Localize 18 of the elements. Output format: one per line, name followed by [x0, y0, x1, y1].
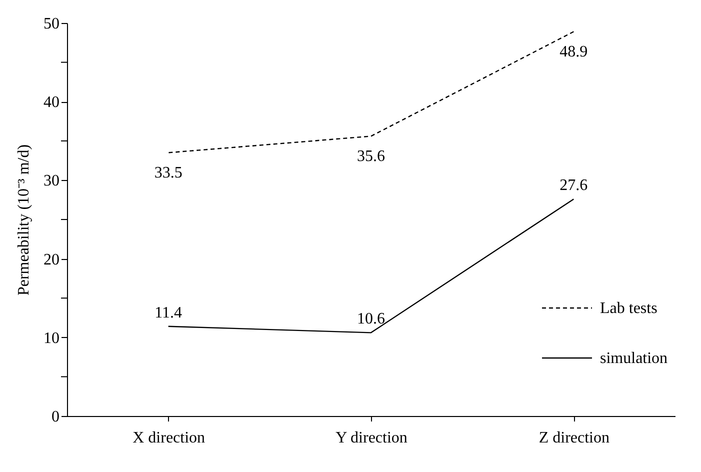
data-label: 10.6 [357, 310, 385, 328]
data-label: 48.9 [560, 44, 588, 61]
y-tick-label: 0 [52, 408, 60, 426]
data-label: 11.4 [154, 304, 182, 322]
legend-label: simulation [600, 350, 668, 367]
y-axis-title: Permeability (10⁻³ m/d) [16, 144, 32, 296]
y-tick-label: 50 [44, 16, 60, 32]
y-tick-label: 40 [44, 94, 60, 112]
y-tick-label: 30 [44, 172, 60, 190]
x-tick-label: Z direction [538, 430, 610, 446]
data-label: 27.6 [560, 177, 588, 194]
y-tick-label: 10 [44, 330, 60, 347]
y-tick-label: 20 [44, 251, 60, 268]
x-tick-label: X direction [132, 430, 206, 446]
legend-label: Lab tests [600, 300, 658, 317]
data-label: 33.5 [154, 164, 182, 182]
x-tick-label: Y direction [336, 430, 408, 446]
data-label: 35.6 [357, 148, 385, 166]
